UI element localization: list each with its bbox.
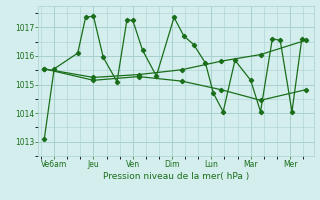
X-axis label: Pression niveau de la mer( hPa ): Pression niveau de la mer( hPa ) — [103, 172, 249, 181]
